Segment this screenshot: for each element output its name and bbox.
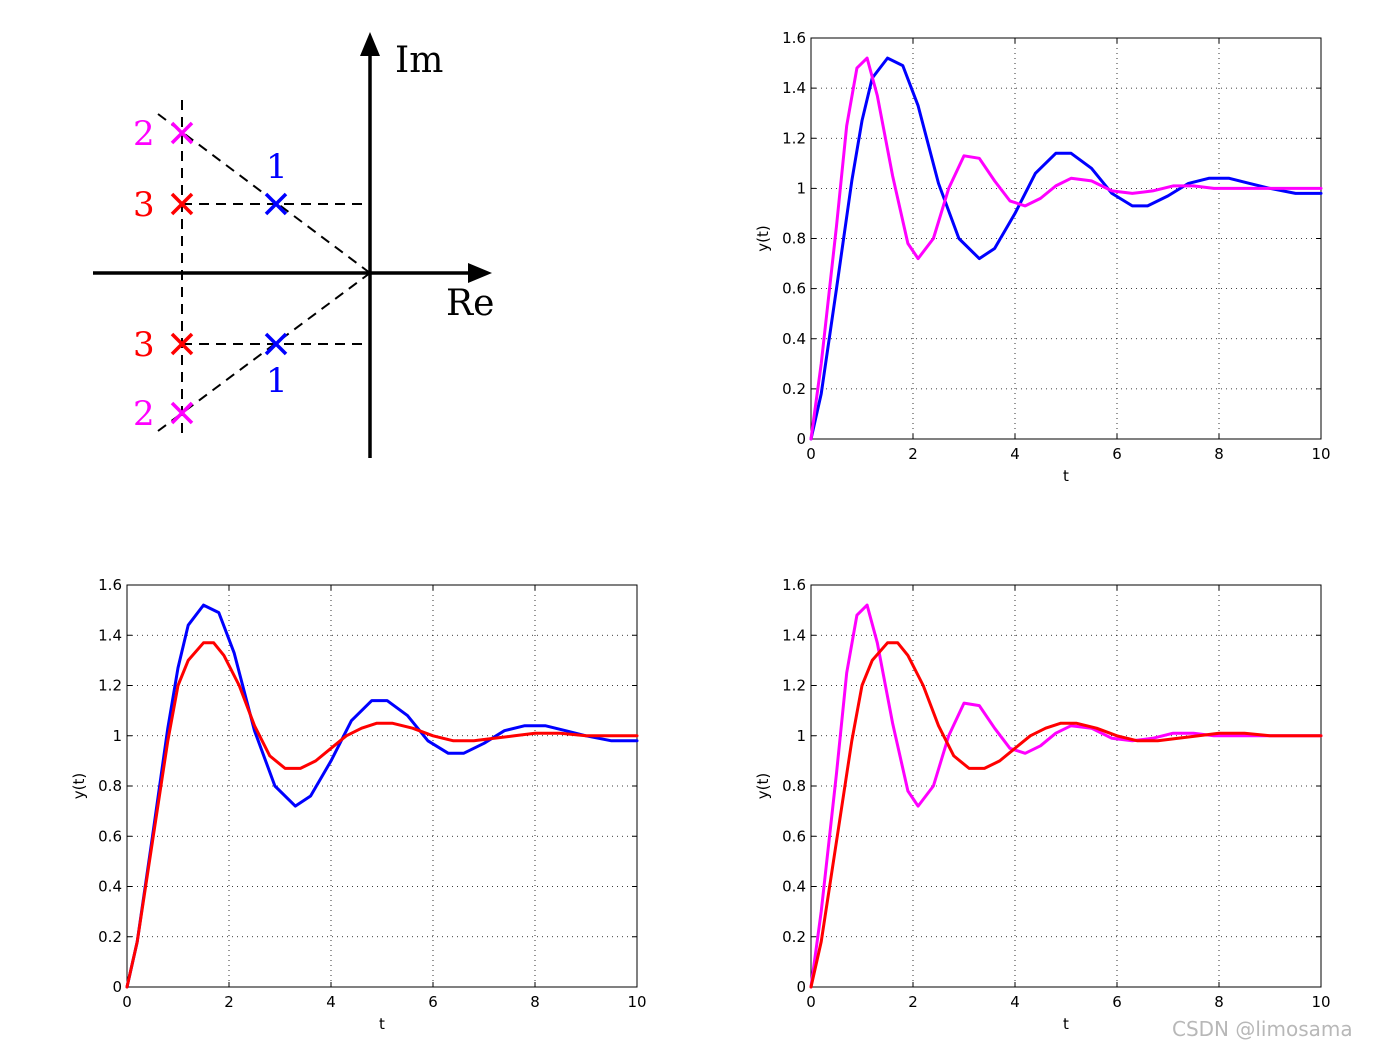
x-tick-label: 6 [1112, 993, 1122, 1011]
y-tick-label: 1 [796, 179, 806, 197]
pole-diagram: Im Re 2 1 3 3 1 2 [93, 32, 494, 458]
y-axis-label: y(t) [754, 773, 772, 799]
x-tick-label: 10 [627, 993, 646, 1011]
x-tick-label: 4 [1010, 993, 1020, 1011]
real-axis-arrow-icon [468, 263, 492, 283]
y-tick-label: 0.8 [98, 777, 122, 795]
y-tick-label: 0.2 [98, 928, 122, 946]
x-tick-label: 8 [1214, 993, 1224, 1011]
x-tick-label: 6 [428, 993, 438, 1011]
y-tick-label: 0 [796, 978, 806, 996]
chart-bottom-right: 0 2 4 6 8 10 0 0.2 0.4 0.6 0.8 1 1.2 1.4 1.6 t y(t) [754, 576, 1331, 1033]
damping-ray-upper [157, 113, 371, 274]
im-label: Im [395, 40, 443, 81]
y-tick-label: 1.6 [782, 576, 806, 594]
pole-label-2-upper: 2 [133, 114, 155, 154]
y-tick-label: 1.4 [782, 79, 806, 97]
x-tick-label: 2 [908, 445, 918, 463]
x-tick-label: 10 [1311, 993, 1330, 1011]
series-line-pole-2 [809, 56, 1323, 441]
pole-2-upper-marker-icon [170, 121, 194, 145]
y-tick-label: 1.6 [98, 576, 122, 594]
x-tick-label: 0 [122, 993, 132, 1011]
y-tick-label: 1 [796, 727, 806, 745]
y-tick-label: 1 [112, 727, 122, 745]
pole-label-1-upper: 1 [266, 147, 288, 187]
pole-3-lower-marker-icon [170, 332, 194, 356]
chart-top-right: 0 2 4 6 8 10 0 0.2 0.4 0.6 0.8 1 1.2 1.4 1.6 t y(t) [754, 29, 1331, 485]
pole-1-upper-marker-icon [264, 192, 288, 216]
x-tick-label: 2 [908, 993, 918, 1011]
x-tick-label: 6 [1112, 445, 1122, 463]
series-line-pole-1 [809, 56, 1323, 441]
chart-bottom-left: 0 2 4 6 8 10 0 0.2 0.4 0.6 0.8 1 1.2 1.4 1.6 t y(t) [70, 576, 647, 1033]
x-tick-label: 4 [326, 993, 336, 1011]
y-tick-label: 0.2 [782, 380, 806, 398]
y-tick-label: 0.8 [782, 230, 806, 248]
x-tick-label: 0 [806, 993, 816, 1011]
y-tick-label: 1.6 [782, 29, 806, 47]
y-tick-label: 1.4 [782, 626, 806, 644]
x-axis-label: t [379, 1015, 385, 1033]
x-tick-label: 2 [224, 993, 234, 1011]
y-axis-label: y(t) [754, 225, 772, 251]
x-tick-label: 4 [1010, 445, 1020, 463]
x-tick-label: 0 [806, 445, 816, 463]
y-tick-label: 1.2 [782, 129, 806, 147]
y-tick-label: 0.6 [98, 827, 122, 845]
y-tick-label: 1.2 [98, 677, 122, 695]
pole-label-3-upper: 3 [133, 185, 155, 225]
x-tick-label: 8 [530, 993, 540, 1011]
y-tick-label: 0 [796, 430, 806, 448]
y-tick-label: 0 [112, 978, 122, 996]
series-line-pole-3 [125, 641, 639, 989]
y-tick-label: 0.4 [782, 878, 806, 896]
pole-2-lower-marker-icon [170, 401, 194, 425]
pole-label-1-lower: 1 [266, 361, 288, 401]
y-tick-label: 0.2 [782, 928, 806, 946]
y-tick-label: 1.2 [782, 677, 806, 695]
y-tick-label: 0.4 [782, 330, 806, 348]
y-tick-label: 0.6 [782, 280, 806, 298]
x-axis-label: t [1063, 1015, 1069, 1033]
pole-1-lower-marker-icon [264, 332, 288, 356]
x-axis-label: t [1063, 467, 1069, 485]
x-tick-label: 8 [1214, 445, 1224, 463]
imag-axis-arrow-icon [360, 32, 380, 56]
series-line-pole-3 [809, 641, 1323, 989]
y-axis-label: y(t) [70, 773, 88, 799]
pole-3-upper-marker-icon [170, 192, 194, 216]
y-tick-label: 0.4 [98, 878, 122, 896]
pole-label-2-lower: 2 [133, 394, 155, 434]
x-tick-label: 10 [1311, 445, 1330, 463]
y-tick-label: 1.4 [98, 626, 122, 644]
pole-label-3-lower: 3 [133, 325, 155, 365]
series-line-pole-1 [125, 603, 639, 989]
watermark: CSDN @limosama [1172, 1017, 1353, 1041]
re-label: Re [446, 283, 494, 324]
y-tick-label: 0.8 [782, 777, 806, 795]
y-tick-label: 0.6 [782, 827, 806, 845]
